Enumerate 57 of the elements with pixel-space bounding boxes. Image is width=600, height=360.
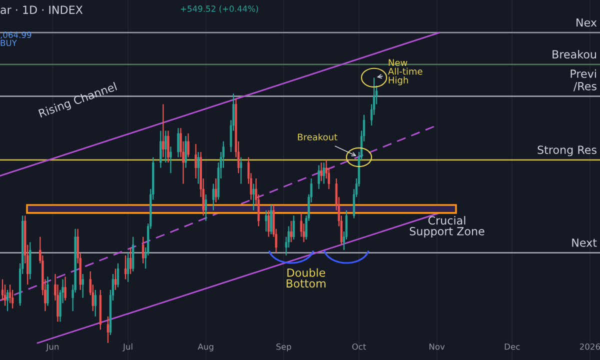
candlestick xyxy=(187,132,190,158)
candlestick xyxy=(160,130,162,168)
ref-line-label: Breakou xyxy=(552,50,596,59)
candlestick xyxy=(167,130,170,164)
x-tick-label: 2026 xyxy=(580,343,600,350)
candlestick xyxy=(292,215,295,240)
candlestick xyxy=(126,252,130,282)
x-tick-label: Sep xyxy=(276,343,292,352)
x-tick-label: Dec xyxy=(504,344,520,350)
candlestick xyxy=(322,162,325,184)
x-tick-label: Jun xyxy=(46,344,59,352)
x-tick-label: Oct xyxy=(352,343,366,350)
candlestick xyxy=(106,316,110,344)
candlestick xyxy=(318,164,320,190)
ref-line-label: Strong Res xyxy=(538,146,596,156)
candlestick xyxy=(290,220,292,243)
candlestick xyxy=(252,183,255,211)
candlestick xyxy=(164,130,167,164)
candlestick xyxy=(270,204,272,235)
annotation: New All-time High xyxy=(388,59,422,86)
candlestick xyxy=(212,183,214,211)
text: +549.52 (+0.44%) xyxy=(180,5,258,13)
candlestick xyxy=(320,162,322,182)
text: ,064.99 BUY xyxy=(0,32,32,46)
annotation: Double Bottom xyxy=(286,268,326,288)
candlestick xyxy=(6,289,9,312)
candlestick xyxy=(116,262,120,288)
candlestick xyxy=(177,128,180,158)
candlestick xyxy=(268,210,270,238)
text: ar · 1D · INDEX xyxy=(0,6,83,14)
candlestick xyxy=(265,210,268,232)
x-tick-label: Aug xyxy=(198,344,214,352)
candlestick xyxy=(162,104,164,158)
ref-line-label: Nex xyxy=(576,18,597,27)
candlestick xyxy=(94,289,96,317)
candlestick xyxy=(29,242,32,280)
candlestick xyxy=(240,156,242,184)
candlestick xyxy=(170,146,172,174)
candlestick xyxy=(142,236,144,264)
candlestick xyxy=(132,236,134,272)
candlestick xyxy=(214,178,217,203)
candlestick xyxy=(204,194,207,222)
candlestick xyxy=(129,246,132,275)
candlestick xyxy=(64,276,66,302)
candlestick xyxy=(46,276,49,306)
candlestick xyxy=(194,143,197,180)
annotation: Breakout xyxy=(298,133,338,140)
candlestick xyxy=(82,273,84,298)
candlestick xyxy=(197,151,200,184)
candlestick xyxy=(124,254,127,280)
x-tick-label: Jul xyxy=(122,343,132,352)
x-tick-label: Nov xyxy=(430,344,445,350)
ref-line-label: Previ /Res xyxy=(570,69,596,92)
candlestick xyxy=(114,268,117,290)
annotation: Crucial Support Zone xyxy=(410,216,484,238)
candlestick xyxy=(184,135,187,168)
ref-line-label: Next xyxy=(572,238,597,247)
